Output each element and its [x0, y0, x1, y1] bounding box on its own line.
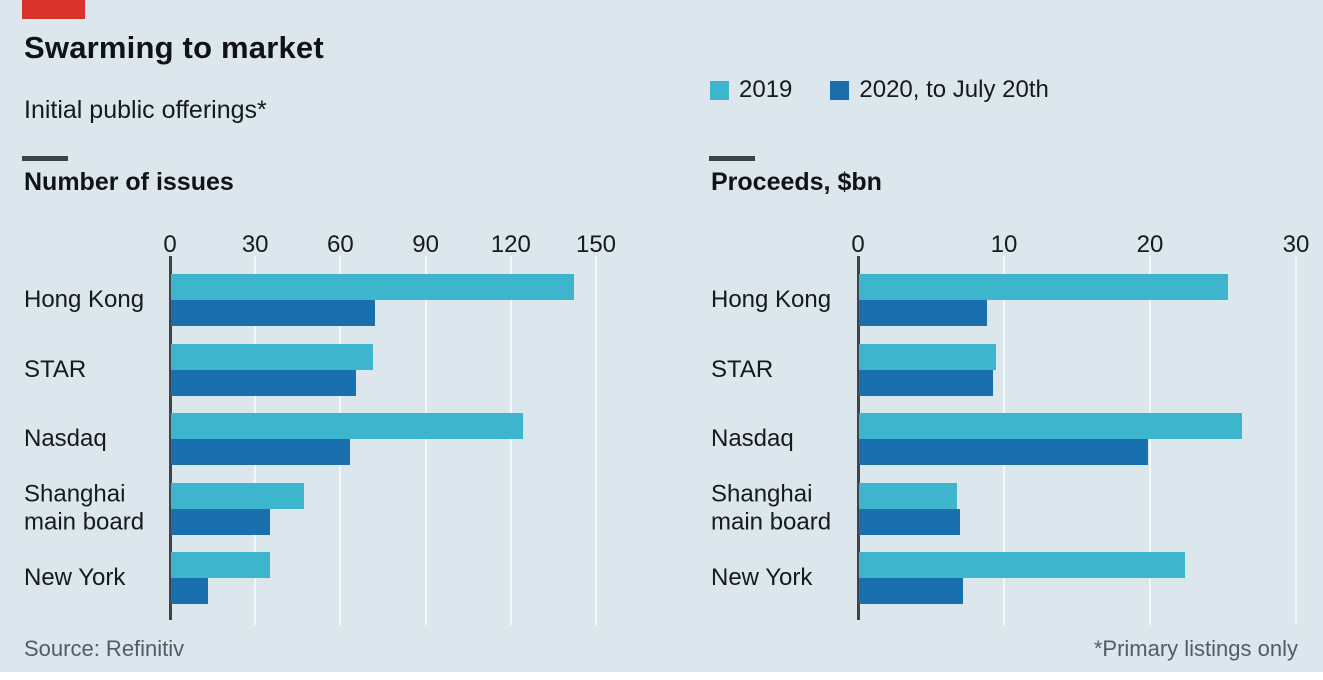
bar-2019-hong-kong	[171, 274, 574, 300]
bar-2020-to-july-20th-hong-kong	[859, 300, 987, 326]
x-tick-label: 0	[163, 231, 177, 258]
bar-2020-to-july-20th-new-york	[859, 578, 963, 604]
bar-2019-hong-kong	[859, 274, 1228, 300]
bar-2019-nasdaq	[859, 413, 1242, 439]
category-label-new-york: New York	[711, 563, 813, 591]
bar-2020-to-july-20th-star	[171, 369, 356, 396]
legend-swatch-2019-icon	[710, 80, 729, 100]
panel-title-number-of-issues: Number of issues	[24, 168, 234, 196]
bottom-margin	[0, 672, 1323, 680]
category-label-shanghai-main-board: Shanghai main board	[24, 480, 145, 536]
x-tick-label: 30	[241, 231, 269, 258]
gridline	[424, 256, 427, 625]
bar-2019-nasdaq	[171, 413, 523, 439]
footnote: *Primary listings only	[1093, 636, 1298, 661]
bar-2020-to-july-20th-nasdaq	[171, 439, 350, 465]
economist-red-tab	[22, 0, 85, 19]
x-tick-label: 90	[412, 231, 439, 258]
x-tick-label: 20	[1136, 231, 1164, 258]
panel-title-proceeds: Proceeds, $bn	[711, 168, 882, 196]
y-axis-line	[857, 256, 860, 620]
bar-2019-shanghai-main-board	[859, 482, 957, 509]
x-tick-label: 150	[575, 231, 617, 258]
x-tick-label: 60	[327, 231, 354, 258]
category-label-shanghai-main-board: Shanghai main board	[711, 480, 832, 536]
category-label-hong-kong: Hong Kong	[711, 285, 832, 313]
chart-title: Swarming to market	[24, 30, 324, 65]
gridline	[509, 256, 512, 625]
gridline	[595, 256, 597, 625]
source-note: Source: Refinitiv	[24, 636, 185, 661]
bar-2019-new-york	[171, 552, 270, 578]
bar-2020-to-july-20th-shanghai-main-board	[171, 508, 270, 535]
category-label-nasdaq: Nasdaq	[24, 424, 107, 452]
gridline	[1295, 256, 1297, 625]
x-tick-label: 120	[490, 231, 531, 258]
legend-swatch-2020-icon	[830, 80, 850, 100]
category-label-star: STAR	[24, 355, 87, 383]
legend-label-2019: 2019	[739, 76, 793, 103]
legend-item-2019: 2019	[710, 76, 792, 104]
legend-item-2020: 2020, to July 20th	[830, 76, 1049, 104]
x-tick-label: 0	[851, 231, 865, 258]
bar-2020-to-july-20th-new-york	[171, 578, 208, 604]
category-label-new-york: New York	[24, 563, 126, 591]
bar-2020-to-july-20th-hong-kong	[171, 300, 375, 326]
bar-2019-new-york	[859, 552, 1185, 578]
legend-label-2020: 2020, to July 20th	[859, 76, 1049, 103]
panel-dash-right	[709, 156, 755, 161]
x-tick-label: 30	[1282, 231, 1310, 258]
bar-2019-star	[171, 343, 373, 370]
chart-subtitle: Initial public offerings*	[24, 96, 267, 124]
category-label-nasdaq: Nasdaq	[711, 424, 794, 452]
bar-2019-shanghai-main-board	[171, 482, 304, 509]
category-label-hong-kong: Hong Kong	[24, 285, 145, 313]
gridline	[1149, 256, 1151, 625]
y-axis-line	[169, 256, 172, 620]
bar-2020-to-july-20th-nasdaq	[859, 439, 1148, 465]
bar-2020-to-july-20th-shanghai-main-board	[859, 508, 960, 535]
x-tick-label: 10	[990, 231, 1018, 258]
category-label-star: STAR	[711, 355, 774, 383]
panel-dash-left	[22, 156, 68, 161]
legend: 2019 2020, to July 20th	[710, 76, 1049, 104]
bar-2019-star	[859, 343, 996, 370]
bar-2020-to-july-20th-star	[859, 369, 993, 396]
